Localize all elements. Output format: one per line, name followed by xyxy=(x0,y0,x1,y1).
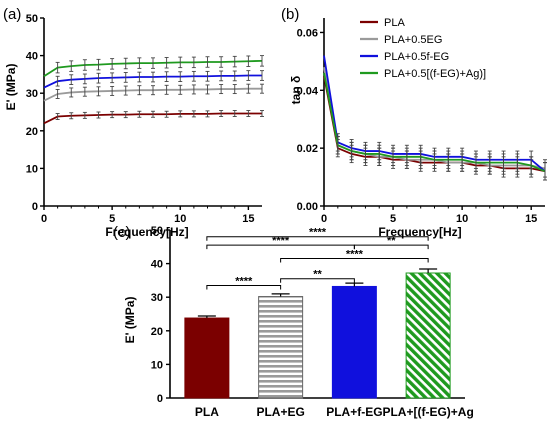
x-tick-label: 5 xyxy=(390,213,396,225)
legend-label-0: PLA xyxy=(384,17,405,29)
panel-b-tan-delta-line-chart: (b) Frequency[Hz] tan δ PLA PLA+0.5EG PLA+… xyxy=(281,6,547,239)
panel-a-x-axis-title: Frequency[Hz] xyxy=(105,225,188,239)
legend-label-1: PLA+0.5EG xyxy=(384,34,442,46)
significance-label: **** xyxy=(309,227,327,239)
y-tick-label: 0.02 xyxy=(297,143,318,155)
y-tick-label: 40 xyxy=(26,51,38,63)
category-label-1: PLA+EG xyxy=(256,405,304,419)
legend-label-2: PLA+0.5f-EG xyxy=(384,51,449,63)
panel-a-storage-modulus-line-chart: (a) Frequency[Hz] E' (MPa) 0 10 20 30 40 50 0 5… xyxy=(3,6,264,239)
x-tick-label: 15 xyxy=(525,213,537,225)
y-tick-label: 20 xyxy=(151,326,163,338)
significance-label: ** xyxy=(387,235,396,247)
y-tick-label: 10 xyxy=(151,359,163,371)
y-tick-label: 40 xyxy=(151,259,163,271)
y-tick-label: 50 xyxy=(151,225,163,237)
y-tick-label: 0.06 xyxy=(297,27,318,39)
x-tick-label: 0 xyxy=(321,213,327,225)
x-tick-label: 0 xyxy=(41,213,47,225)
significance-label: ** xyxy=(313,269,322,281)
x-tick-label: 10 xyxy=(456,213,468,225)
panel-b-x-axis-title: Frequency[Hz] xyxy=(378,225,461,239)
panel-c-bar-chart: (c) E' (MPa) 0 10 20 30 40 50 PLA PLA+EG PLA+f-E… xyxy=(113,224,474,419)
y-tick-label: 30 xyxy=(151,292,163,304)
significance-bracket xyxy=(280,278,355,283)
significance-label: **** xyxy=(272,235,290,247)
category-label-2: PLA+f-EG xyxy=(326,405,382,419)
panel-b-legend: PLA PLA+0.5EG PLA+0.5f-EG PLA+0.5[(f-EG)+Ag… xyxy=(360,17,486,80)
y-tick-label: 0 xyxy=(32,201,38,213)
bar-0 xyxy=(184,317,230,399)
y-tick-label: 30 xyxy=(26,88,38,100)
panel-b-y-axis-title: tan δ xyxy=(289,76,303,105)
y-tick-label: 10 xyxy=(26,163,38,175)
category-label-0: PLA xyxy=(195,405,219,419)
legend-label-3: PLA+0.5[(f-EG)+Ag)] xyxy=(384,68,486,80)
y-tick-label: 20 xyxy=(26,126,38,138)
bar-2 xyxy=(331,285,377,399)
panel-a-y-axis-title: E' (MPa) xyxy=(4,64,18,111)
panel-c-label: (c) xyxy=(113,224,131,241)
significance-bracket xyxy=(353,244,429,250)
y-tick-label: 50 xyxy=(26,13,38,25)
y-tick-label: 0.00 xyxy=(297,201,318,213)
panel-a-label: (a) xyxy=(3,6,21,23)
panel-c-y-axis-title: E' (MPa) xyxy=(123,297,137,344)
significance-label: **** xyxy=(235,275,253,287)
y-tick-label: 0 xyxy=(157,393,163,405)
x-tick-label: 5 xyxy=(109,213,115,225)
x-tick-label: 10 xyxy=(174,213,186,225)
significance-label: **** xyxy=(346,249,364,261)
category-label-3: PLA+[(f-EG)+Ag xyxy=(382,405,473,419)
bar-1 xyxy=(258,296,304,399)
significance-bracket xyxy=(280,258,429,263)
y-tick-label: 0.04 xyxy=(297,85,319,97)
significance-bracket xyxy=(206,284,282,290)
significance-bracket xyxy=(206,236,429,241)
x-tick-label: 15 xyxy=(242,213,254,225)
bar-3 xyxy=(405,272,451,399)
panel-b-label: (b) xyxy=(281,6,299,23)
